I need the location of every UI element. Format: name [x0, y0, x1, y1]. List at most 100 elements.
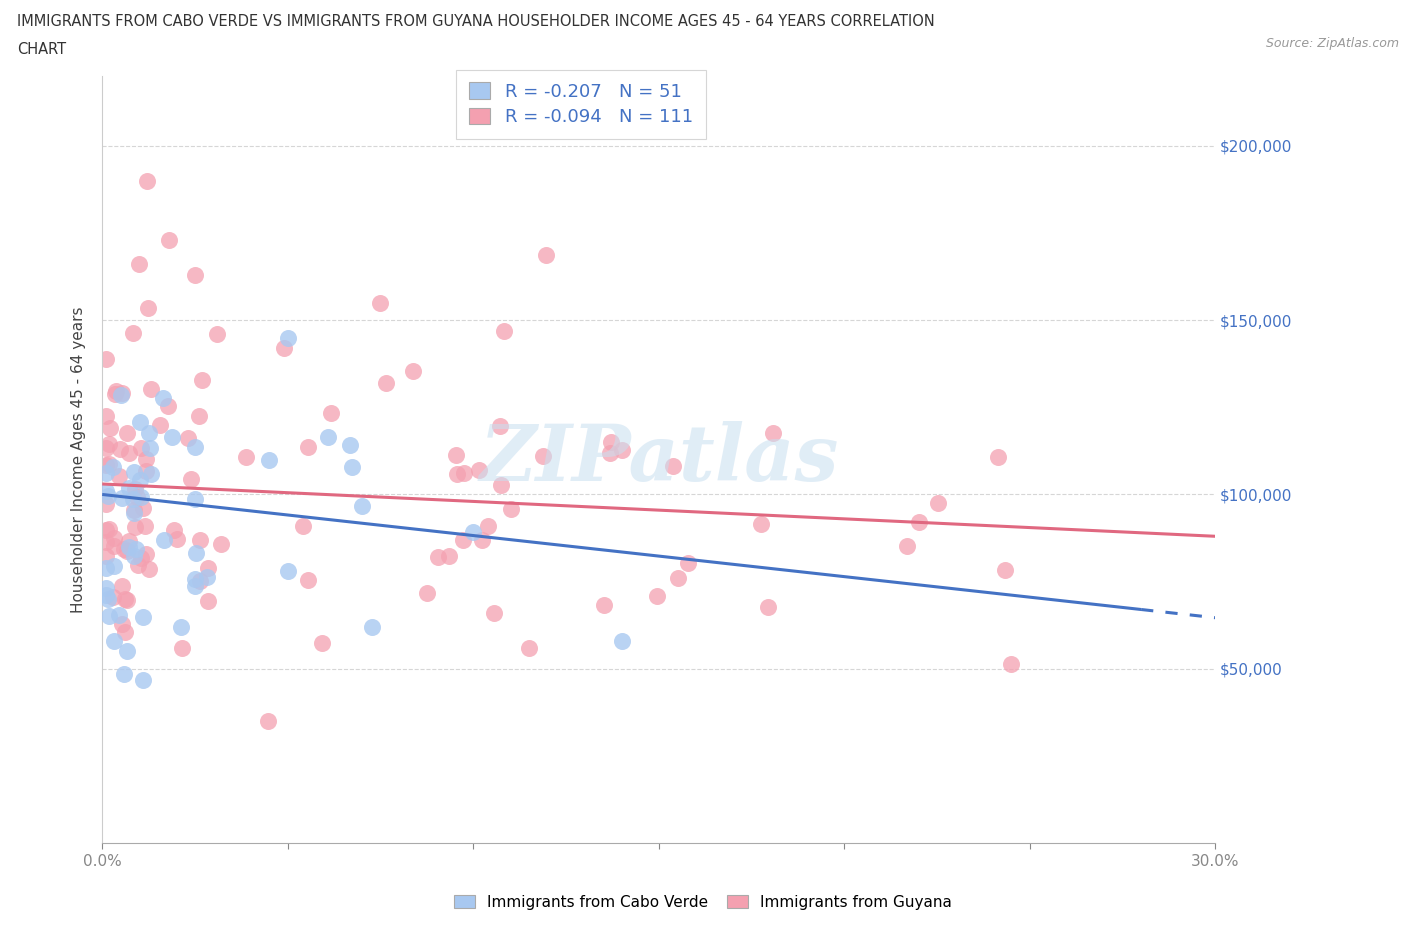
- Point: [157, 232, 180, 247]
- Legend: R = -0.207   N = 51, R = -0.094   N = 111: R = -0.207 N = 51, R = -0.094 N = 111: [456, 70, 706, 139]
- Point: [489, 478, 512, 493]
- Point: [197, 561, 219, 576]
- Point: [139, 441, 162, 456]
- Point: [190, 573, 212, 588]
- Point: [94, 561, 117, 576]
- Point: [138, 426, 160, 441]
- Point: [662, 459, 685, 474]
- Point: [129, 441, 152, 456]
- Point: [112, 666, 135, 681]
- Point: [273, 340, 295, 355]
- Point: [297, 572, 319, 587]
- Point: [350, 498, 373, 513]
- Point: [446, 466, 468, 481]
- Point: [115, 644, 138, 658]
- Point: [277, 564, 299, 578]
- Point: [111, 491, 134, 506]
- Point: [205, 326, 228, 341]
- Point: [132, 672, 155, 687]
- Point: [156, 398, 179, 413]
- Point: [108, 469, 131, 484]
- Point: [370, 295, 392, 310]
- Point: [122, 506, 145, 521]
- Point: [599, 435, 621, 450]
- Point: [477, 519, 499, 534]
- Point: [191, 373, 214, 388]
- Point: [112, 541, 135, 556]
- Point: [501, 501, 523, 516]
- Text: IMMIGRANTS FROM CABO VERDE VS IMMIGRANTS FROM GUYANA HOUSEHOLDER INCOME AGES 45 : IMMIGRANTS FROM CABO VERDE VS IMMIGRANTS…: [17, 14, 935, 29]
- Point: [98, 609, 121, 624]
- Point: [111, 578, 134, 593]
- Point: [184, 572, 207, 587]
- Legend: Immigrants from Cabo Verde, Immigrants from Guyana: Immigrants from Cabo Verde, Immigrants f…: [446, 887, 960, 918]
- Point: [170, 640, 193, 655]
- Point: [122, 326, 145, 340]
- Point: [593, 598, 616, 613]
- Point: [416, 586, 439, 601]
- Point: [149, 418, 172, 432]
- Point: [138, 562, 160, 577]
- Point: [135, 451, 157, 466]
- Point: [101, 459, 124, 474]
- Point: [94, 523, 117, 538]
- Point: [184, 578, 207, 593]
- Point: [488, 418, 510, 433]
- Point: [197, 593, 219, 608]
- Point: [257, 453, 280, 468]
- Point: [987, 450, 1010, 465]
- Point: [100, 420, 122, 435]
- Point: [666, 571, 689, 586]
- Point: [115, 426, 138, 441]
- Point: [94, 352, 117, 366]
- Point: [927, 496, 949, 511]
- Point: [994, 562, 1017, 577]
- Y-axis label: Householder Income Ages 45 - 64 years: Householder Income Ages 45 - 64 years: [72, 306, 86, 613]
- Point: [124, 502, 146, 517]
- Point: [678, 555, 700, 570]
- Point: [180, 472, 202, 486]
- Point: [124, 481, 146, 496]
- Point: [94, 441, 117, 456]
- Point: [184, 439, 207, 454]
- Point: [756, 600, 779, 615]
- Point: [291, 519, 314, 534]
- Point: [453, 533, 475, 548]
- Point: [111, 617, 134, 631]
- Point: [319, 405, 342, 420]
- Point: [610, 633, 633, 648]
- Point: [374, 376, 396, 391]
- Point: [131, 551, 153, 565]
- Point: [136, 300, 159, 315]
- Point: [110, 387, 132, 402]
- Point: [103, 559, 125, 574]
- Point: [402, 364, 425, 379]
- Point: [166, 532, 188, 547]
- Text: CHART: CHART: [17, 42, 66, 57]
- Point: [118, 481, 141, 496]
- Point: [94, 409, 117, 424]
- Point: [134, 519, 156, 534]
- Point: [531, 448, 554, 463]
- Point: [135, 464, 157, 479]
- Point: [153, 533, 176, 548]
- Point: [103, 531, 125, 546]
- Point: [135, 546, 157, 561]
- Point: [108, 607, 131, 622]
- Point: [122, 549, 145, 564]
- Point: [105, 384, 128, 399]
- Point: [129, 489, 152, 504]
- Point: [94, 588, 117, 603]
- Point: [98, 457, 121, 472]
- Point: [111, 386, 134, 401]
- Point: [645, 589, 668, 604]
- Point: [129, 472, 152, 487]
- Point: [94, 549, 117, 564]
- Point: [160, 430, 183, 445]
- Point: [94, 458, 117, 472]
- Point: [360, 619, 382, 634]
- Point: [128, 256, 150, 271]
- Point: [128, 414, 150, 429]
- Point: [1000, 657, 1022, 671]
- Point: [103, 538, 125, 553]
